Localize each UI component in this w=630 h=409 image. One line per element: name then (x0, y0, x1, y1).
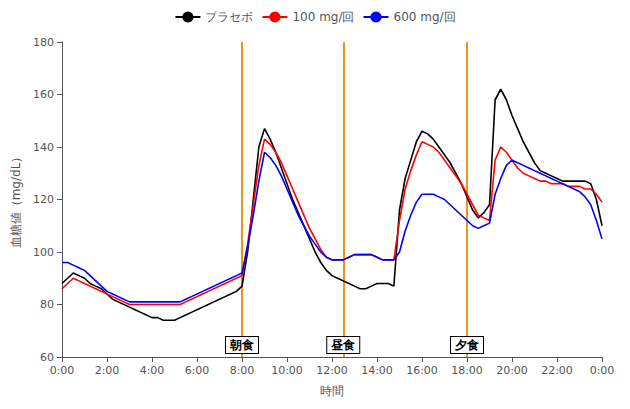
svg-text:16:00: 16:00 (406, 364, 438, 377)
svg-text:時間: 時間 (320, 384, 344, 398)
svg-text:朝食: 朝食 (229, 338, 254, 352)
svg-text:プラセボ: プラセボ (205, 10, 253, 24)
svg-text:8:00: 8:00 (230, 364, 255, 377)
svg-text:120: 120 (33, 193, 54, 206)
svg-text:180: 180 (33, 36, 54, 49)
svg-text:0:00: 0:00 (50, 364, 75, 377)
svg-text:6:00: 6:00 (185, 364, 210, 377)
svg-text:22:00: 22:00 (541, 364, 573, 377)
svg-text:4:00: 4:00 (140, 364, 165, 377)
svg-text:14:00: 14:00 (361, 364, 393, 377)
svg-text:160: 160 (33, 88, 54, 101)
svg-text:600 mg/回: 600 mg/回 (394, 10, 456, 24)
svg-text:2:00: 2:00 (95, 364, 120, 377)
svg-text:140: 140 (33, 141, 54, 154)
svg-text:0:00: 0:00 (590, 364, 615, 377)
svg-text:100: 100 (33, 246, 54, 259)
svg-text:10:00: 10:00 (271, 364, 303, 377)
svg-text:血糖値（mg/dL）: 血糖値（mg/dL） (9, 151, 23, 249)
svg-text:60: 60 (40, 351, 54, 364)
svg-text:80: 80 (40, 298, 54, 311)
svg-text:20:00: 20:00 (496, 364, 528, 377)
svg-text:18:00: 18:00 (451, 364, 483, 377)
svg-text:12:00: 12:00 (316, 364, 348, 377)
svg-text:昼食: 昼食 (330, 338, 355, 352)
svg-text:100 mg/回: 100 mg/回 (292, 10, 354, 24)
svg-text:夕食: 夕食 (454, 338, 479, 352)
